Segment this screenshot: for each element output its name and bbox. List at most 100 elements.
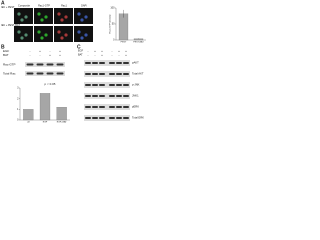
band	[92, 95, 98, 97]
band	[99, 84, 105, 86]
band	[109, 62, 115, 64]
treatment-sign: -	[112, 53, 113, 57]
band	[109, 84, 115, 86]
cell	[37, 30, 41, 34]
bar	[118, 13, 129, 41]
blot-label: JNK1	[132, 94, 139, 98]
cell	[84, 15, 88, 19]
band	[85, 106, 91, 108]
treatment-name: EGF	[3, 49, 9, 53]
band	[56, 72, 64, 75]
band	[99, 106, 105, 108]
micrograph	[14, 8, 33, 24]
blot-label: Total AKT	[132, 72, 144, 76]
panel-label: B	[1, 44, 5, 50]
cell	[40, 36, 44, 40]
band	[123, 117, 129, 119]
band	[116, 84, 122, 86]
treatment-sign: -	[95, 53, 96, 57]
band	[26, 72, 34, 75]
band	[85, 117, 91, 119]
band	[92, 62, 98, 64]
treatment-sign: -	[88, 49, 89, 53]
cell	[57, 12, 61, 16]
band	[123, 95, 129, 97]
column-header: Rac1-GTP	[38, 5, 50, 8]
cell	[84, 33, 88, 37]
cell	[17, 30, 21, 34]
band	[92, 117, 98, 119]
treatment-sign: +	[59, 53, 61, 57]
treatment-sign: -	[30, 49, 31, 53]
micrograph	[34, 8, 53, 24]
cell	[77, 12, 81, 16]
band	[123, 62, 129, 64]
band	[56, 63, 64, 66]
row-label: IEC + PEST-BAT	[1, 24, 20, 27]
blot-bg	[84, 93, 130, 99]
x-tick-label: EGF+BAT	[57, 121, 68, 124]
band	[26, 63, 34, 66]
x-tick-label: PEST	[121, 42, 127, 44]
micrograph	[34, 26, 53, 42]
blot-label: Total Rac	[3, 71, 16, 75]
treatment-sign: -	[119, 53, 120, 57]
y-tick-label: 0	[113, 39, 115, 42]
treatment-sign: -	[88, 53, 89, 57]
cell	[44, 33, 48, 37]
band	[109, 117, 115, 119]
band	[92, 84, 98, 86]
bar	[56, 107, 67, 121]
band	[116, 62, 122, 64]
x-tick-label: PEST-BAT	[133, 41, 144, 44]
y-tick-label: 100	[110, 7, 115, 10]
cell	[17, 12, 21, 16]
cell	[57, 30, 61, 34]
band	[85, 84, 91, 86]
band	[116, 106, 122, 108]
treatment-sign: +	[125, 53, 127, 57]
blot-bg	[84, 82, 130, 88]
band	[123, 106, 129, 108]
treatment-sign: +	[118, 49, 120, 53]
cell	[44, 15, 48, 19]
blot-label: pERK	[132, 105, 139, 109]
cell	[77, 30, 81, 34]
band	[85, 95, 91, 97]
band	[92, 106, 98, 108]
band	[99, 62, 105, 64]
blot-label: pAKT	[132, 61, 139, 65]
bar	[39, 93, 51, 121]
micrograph	[14, 26, 33, 42]
micrograph	[74, 26, 93, 42]
cell	[60, 18, 64, 22]
micrograph	[54, 8, 73, 24]
cell	[80, 36, 84, 40]
treatment-sign: +	[101, 53, 103, 57]
cell	[64, 15, 68, 19]
band	[36, 63, 44, 66]
treatment-sign: +	[125, 49, 127, 53]
band	[46, 72, 54, 75]
band	[123, 73, 129, 75]
blot-bg	[84, 115, 130, 121]
micrograph	[54, 26, 73, 42]
cell	[60, 36, 64, 40]
column-header: DAPI	[81, 5, 87, 8]
row-label: IEC + PEST	[1, 6, 15, 9]
treatment-name: BAT	[78, 54, 83, 57]
blot-bg	[84, 60, 130, 66]
treatment-sign: +	[59, 49, 61, 53]
band	[36, 72, 44, 75]
y-tick-label: 3	[17, 87, 19, 90]
band	[92, 73, 98, 75]
band	[109, 73, 115, 75]
cell	[80, 18, 84, 22]
treatment-sign: -	[40, 53, 41, 57]
y-tick-label: 2	[17, 97, 19, 100]
band	[85, 73, 91, 75]
treatment-name: BAT	[3, 53, 9, 57]
cell	[64, 33, 68, 37]
band	[99, 95, 105, 97]
cell	[24, 15, 28, 19]
